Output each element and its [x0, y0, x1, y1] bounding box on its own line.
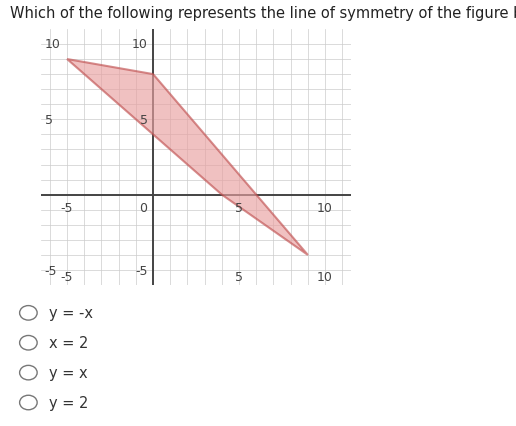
Text: 0: 0 — [139, 201, 148, 215]
Text: y = -x: y = -x — [49, 305, 93, 321]
Text: 10: 10 — [317, 201, 333, 215]
Text: Which of the following represents the line of symmetry of the figure below?: Which of the following represents the li… — [10, 6, 516, 21]
Polygon shape — [67, 60, 308, 255]
Text: -5: -5 — [61, 201, 73, 215]
Text: -5: -5 — [45, 264, 57, 277]
Text: 5: 5 — [235, 270, 243, 283]
Text: 5: 5 — [139, 114, 148, 127]
Text: -5: -5 — [61, 270, 73, 283]
Text: 10: 10 — [132, 38, 148, 52]
Text: x = 2: x = 2 — [49, 335, 88, 351]
Text: y = 2: y = 2 — [49, 395, 88, 410]
Text: 10: 10 — [317, 270, 333, 283]
Text: -5: -5 — [135, 264, 148, 277]
Text: y = x: y = x — [49, 365, 88, 380]
Text: 5: 5 — [235, 201, 243, 215]
Text: 10: 10 — [45, 38, 60, 52]
Text: 5: 5 — [45, 114, 53, 127]
